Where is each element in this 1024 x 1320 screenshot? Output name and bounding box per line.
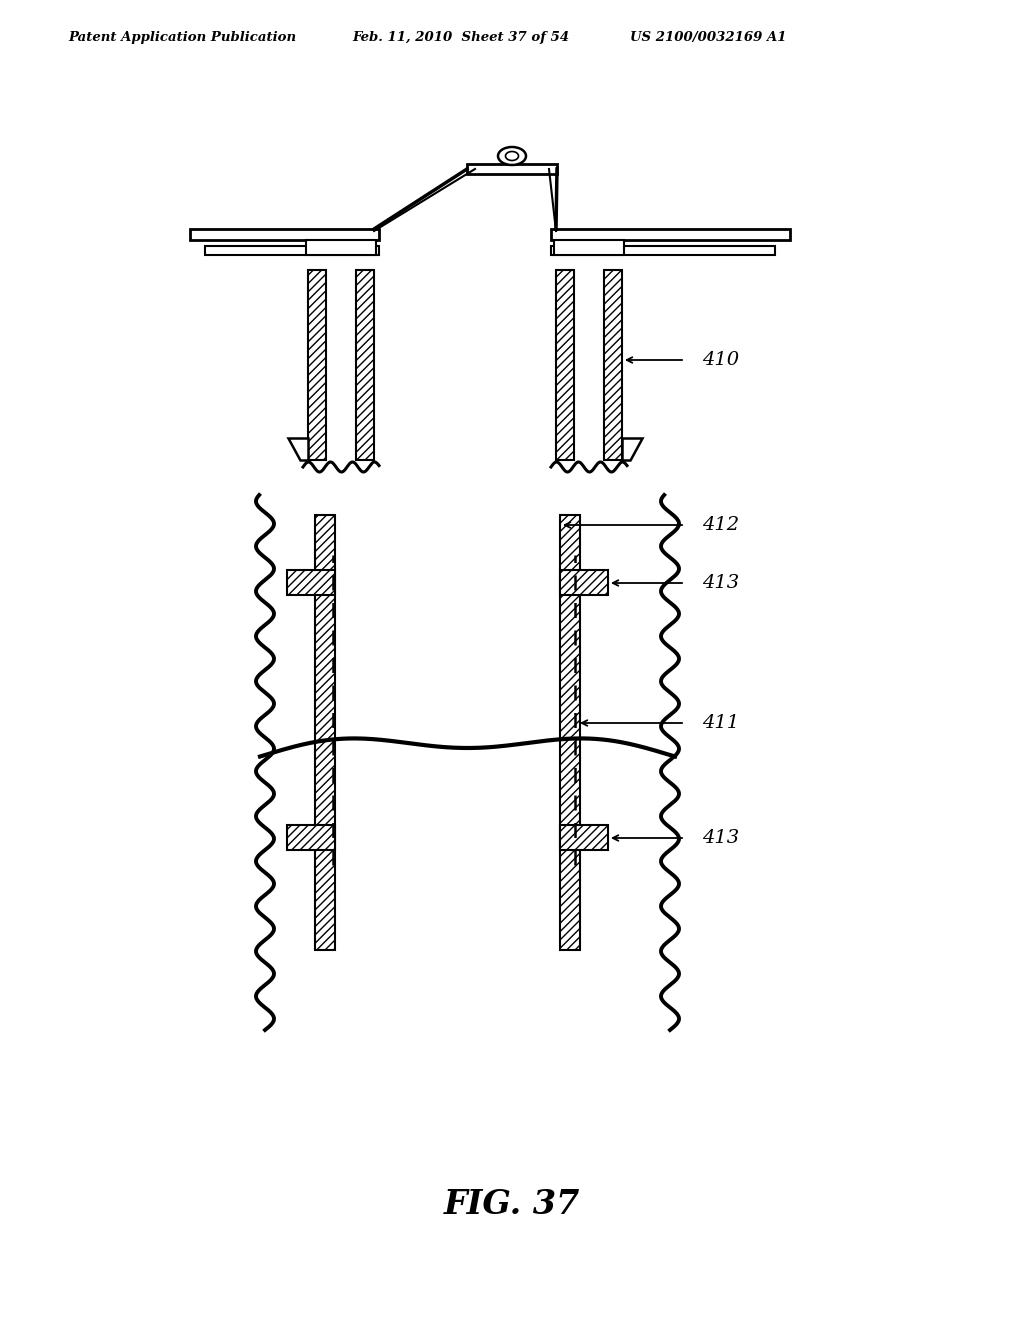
Bar <box>551 246 775 255</box>
Bar <box>190 228 379 240</box>
Ellipse shape <box>506 152 518 161</box>
Bar <box>560 570 608 595</box>
Text: FIG. 37: FIG. 37 <box>443 1188 581 1221</box>
Text: 412: 412 <box>702 516 739 535</box>
Bar <box>560 515 580 950</box>
Bar <box>308 271 326 459</box>
Polygon shape <box>622 438 642 459</box>
Text: Feb. 11, 2010  Sheet 37 of 54: Feb. 11, 2010 Sheet 37 of 54 <box>352 32 569 45</box>
Text: 413: 413 <box>702 829 739 847</box>
Text: Patent Application Publication: Patent Application Publication <box>68 32 296 45</box>
Text: 413: 413 <box>702 574 739 591</box>
Bar <box>604 271 622 459</box>
Bar <box>315 515 335 950</box>
Text: 411: 411 <box>702 714 739 733</box>
Text: 410: 410 <box>702 351 739 370</box>
Bar <box>560 825 608 850</box>
Bar <box>556 271 574 459</box>
Bar <box>356 271 374 459</box>
Bar <box>287 570 335 595</box>
Bar <box>554 240 624 255</box>
Bar <box>306 240 376 255</box>
Polygon shape <box>288 438 308 459</box>
Bar <box>467 164 557 174</box>
Text: US 2100/0032169 A1: US 2100/0032169 A1 <box>630 32 786 45</box>
Bar <box>551 228 790 240</box>
Bar <box>287 825 335 850</box>
Bar <box>205 246 379 255</box>
Ellipse shape <box>498 147 526 165</box>
